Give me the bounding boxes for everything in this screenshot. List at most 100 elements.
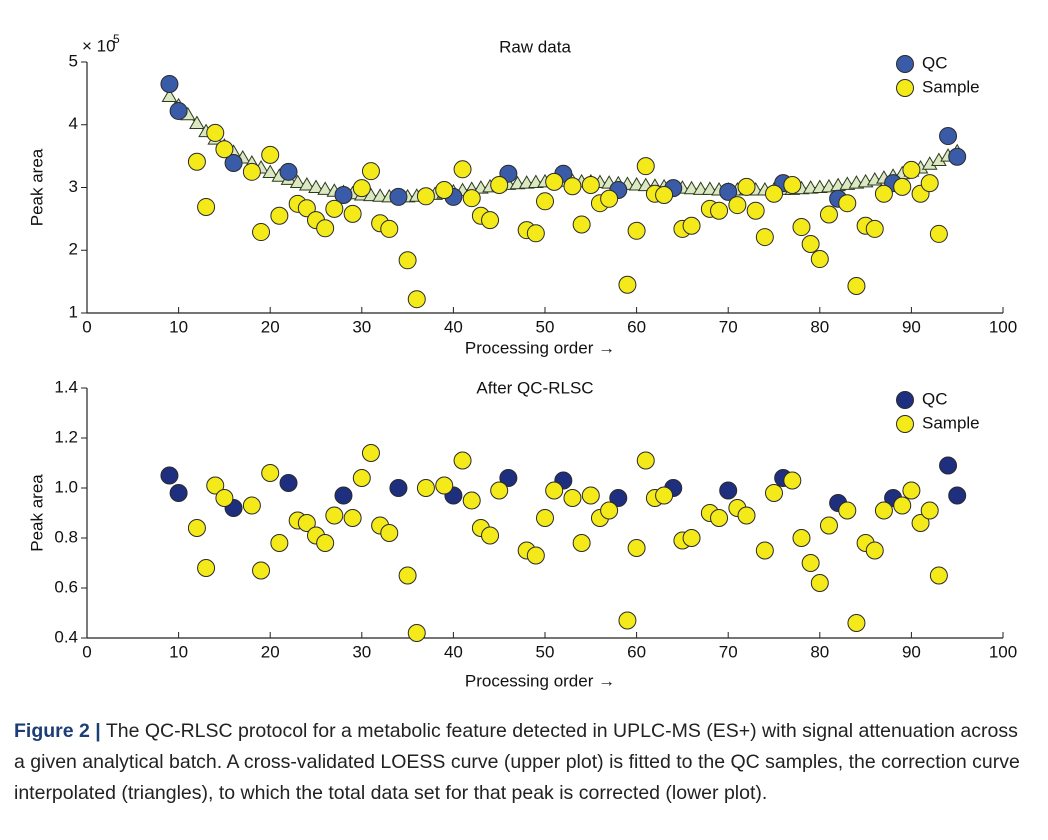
scatter-point (838, 501, 857, 520)
scatter-point (810, 574, 829, 592)
scatter-point (746, 201, 765, 220)
scatter-point (865, 541, 884, 560)
scatter-point (325, 199, 344, 218)
scatter-point (325, 506, 344, 525)
scatter-point (874, 501, 893, 520)
scatter-point (187, 152, 206, 171)
scatter-point (380, 219, 399, 238)
scatter-point (297, 199, 316, 218)
scatter-point (911, 514, 930, 532)
y-multiplier: × 10 (82, 36, 116, 55)
scatter-point (847, 277, 866, 296)
scatter-point (215, 140, 234, 159)
scatter-point (160, 74, 179, 93)
y-tick-label: 5 (69, 51, 78, 70)
scatter-point (261, 464, 280, 482)
triangle-point (702, 181, 718, 195)
scatter-point (297, 514, 316, 532)
triangle-point (628, 176, 645, 191)
scatter-point (169, 101, 188, 120)
scatter-point (453, 451, 472, 470)
scatter-point (929, 566, 948, 585)
x-tick-label: 0 (82, 642, 91, 661)
legend-marker (896, 391, 914, 409)
scatter-point (874, 184, 893, 203)
triangle-point (317, 181, 334, 195)
scatter-point (719, 481, 738, 500)
x-tick-label: 10 (169, 642, 188, 661)
scatter-point (490, 481, 509, 500)
triangle-point (683, 180, 700, 195)
scatter-point (682, 529, 701, 547)
y-axis-label: Peak area (27, 474, 46, 552)
triangle-point (161, 88, 178, 103)
legend-marker (896, 79, 914, 97)
x-tick-label: 40 (444, 642, 463, 661)
scatter-point (187, 519, 206, 537)
scatter-point (316, 219, 335, 238)
scatter-point (765, 484, 783, 502)
x-tick-label: 80 (810, 317, 829, 336)
scatter-point (563, 177, 582, 196)
scatter-point (279, 162, 298, 181)
scatter-point (783, 471, 802, 490)
scatter-point (343, 509, 362, 527)
scatter-point (160, 466, 179, 485)
scatter-point (407, 290, 426, 309)
scatter-point (819, 205, 838, 224)
scatter-point (755, 228, 774, 247)
scatter-point (847, 614, 866, 632)
scatter-point (545, 481, 564, 500)
scatter-point (655, 486, 674, 505)
scatter-point (224, 154, 243, 173)
scatter-point (737, 506, 756, 525)
scatter-point (948, 486, 967, 505)
x-tick-label: 50 (536, 317, 555, 336)
caption-label: Figure 2 | (14, 720, 101, 742)
scatter-point (389, 479, 408, 497)
scatter-point (572, 215, 591, 234)
scatter-point (948, 147, 967, 166)
scatter-point (618, 275, 637, 294)
x-tick-label: 90 (902, 642, 921, 661)
scatter-point (462, 491, 481, 510)
legend-marker (896, 415, 914, 433)
triangle-point (289, 174, 306, 188)
legend-label: QC (922, 389, 948, 408)
scatter-point (215, 489, 234, 507)
triangle-point (308, 179, 324, 193)
legend-label: Sample (922, 413, 980, 432)
scatter-point (893, 496, 912, 515)
x-tick-label: 60 (627, 317, 646, 336)
scatter-point (563, 489, 582, 507)
scatter-point (600, 189, 619, 208)
scatter-point (261, 145, 280, 164)
scatter-point (737, 177, 756, 196)
scatter-point (398, 566, 417, 585)
legend-label: Sample (922, 77, 980, 96)
scatter-point (270, 206, 289, 225)
scatter-point (242, 162, 261, 181)
scatter-point (920, 501, 939, 520)
scatter-point (416, 479, 435, 497)
y-tick-label: 2 (69, 240, 78, 259)
triangle-point (298, 176, 315, 191)
x-axis-label: Processing order → (465, 671, 615, 690)
scatter-point (343, 204, 362, 223)
scatter-point (581, 175, 600, 194)
scatter-point (710, 509, 729, 527)
scatter-point (783, 175, 802, 194)
x-tick-label: 50 (536, 642, 555, 661)
scatter-point (398, 251, 417, 270)
y-tick-label: 3 (69, 177, 78, 196)
scatter-point (380, 524, 399, 542)
scatter-point (361, 444, 380, 462)
scatter-point (765, 184, 783, 203)
scatter-point (416, 187, 435, 206)
scatter-point (389, 187, 408, 206)
scatter-point (499, 469, 518, 487)
scatter-point (939, 127, 958, 146)
scatter-point (197, 197, 216, 216)
scatter-point (792, 218, 811, 237)
